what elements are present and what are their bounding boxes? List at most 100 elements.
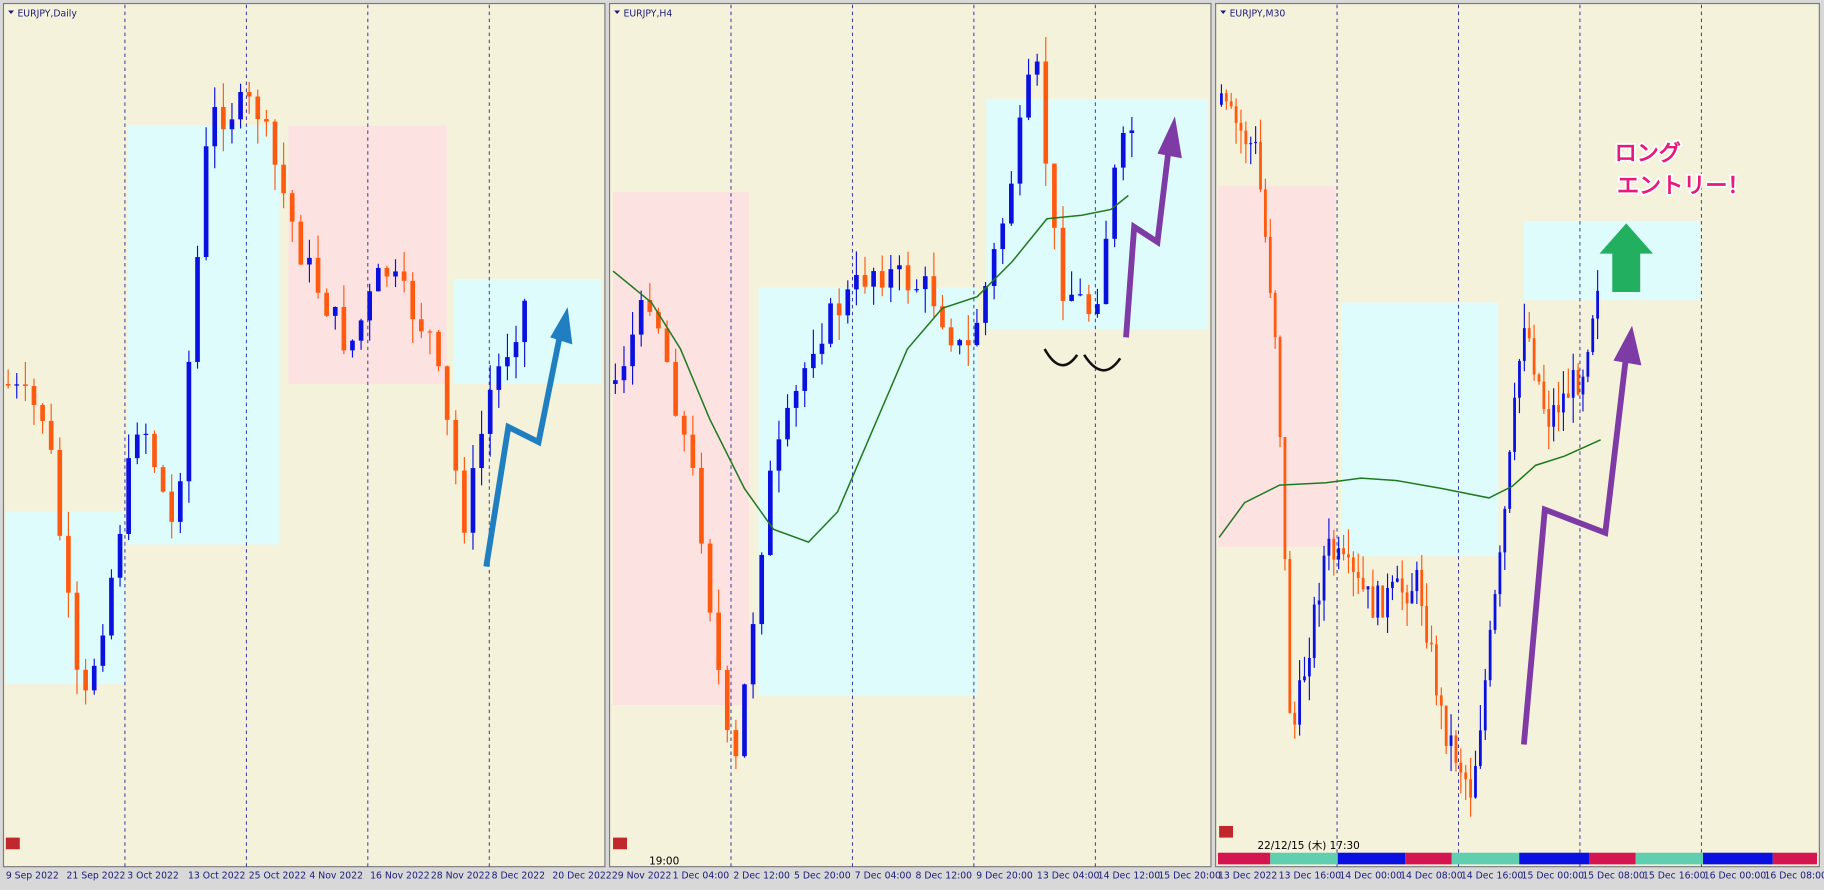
x-tick-label: 4 Nov 2022: [309, 870, 363, 881]
candle-body: [1459, 762, 1463, 773]
candle-body: [1342, 548, 1345, 555]
candle-body: [436, 331, 441, 367]
x-tick-label: 14 Dec 08:00: [1400, 870, 1463, 881]
x-tick-label: 1 Dec 04:00: [673, 870, 730, 881]
candle-body: [117, 533, 123, 578]
candle-body: [1596, 290, 1600, 319]
candle-body: [1254, 141, 1258, 144]
x-tick-label: 20 Dec 2022: [552, 870, 611, 881]
candle-body: [195, 257, 200, 362]
candle-body: [1508, 451, 1512, 509]
candle-body: [264, 119, 269, 122]
candle-body: [505, 357, 510, 367]
candle-body: [1249, 143, 1253, 145]
candle-body: [160, 467, 166, 492]
candle-body: [203, 146, 209, 258]
candle-body: [126, 458, 131, 534]
candle-body: [664, 328, 670, 362]
candle-body: [1307, 657, 1311, 677]
candle-body: [1454, 735, 1458, 763]
x-tick-label: 13 Dec 04:00: [1037, 870, 1100, 881]
candle-body: [707, 543, 713, 613]
x-tick-label: 13 Oct 2022: [188, 870, 245, 881]
candle-body: [186, 361, 192, 482]
candle-body: [1009, 183, 1014, 224]
candle-body: [1026, 74, 1031, 118]
x-tick-label: 13 Dec 16:00: [1279, 870, 1342, 881]
candle-body: [750, 624, 756, 685]
x-tick-label: 7 Dec 04:00: [855, 870, 912, 881]
candle-body: [1069, 294, 1074, 301]
candle-body: [1376, 585, 1380, 618]
candle-body: [367, 291, 373, 321]
candle-body: [1581, 376, 1585, 395]
candle-body: [1469, 779, 1472, 798]
button[interactable]: [613, 837, 627, 850]
x-tick-label: 14 Dec 00:00: [1339, 870, 1402, 881]
candle-body: [836, 303, 842, 316]
candle-body: [1239, 122, 1243, 131]
candle-body: [444, 366, 450, 420]
candle-body: [91, 665, 97, 691]
candle-body: [1591, 318, 1595, 353]
candle-body: [1478, 730, 1482, 766]
candle-body: [1430, 642, 1433, 645]
candle-body: [699, 467, 704, 544]
candle-body: [1483, 680, 1487, 731]
candle-body: [238, 91, 243, 120]
candle-body: [759, 555, 765, 625]
candle-body: [957, 340, 963, 346]
candle-body: [169, 491, 175, 522]
candle-body: [1017, 117, 1023, 184]
candle-body: [462, 470, 467, 533]
button[interactable]: [1219, 825, 1234, 838]
candle-body: [134, 434, 140, 459]
candle-body: [5, 383, 11, 386]
candle-body: [109, 577, 114, 636]
candle-body: [1351, 557, 1355, 573]
candle-body: [66, 535, 71, 593]
candle-body: [1327, 538, 1331, 556]
candle-body: [496, 366, 502, 390]
candle-body: [613, 380, 618, 384]
candle-body: [1562, 393, 1565, 413]
candle-body: [1425, 606, 1429, 643]
candle-body: [1532, 338, 1536, 375]
candle-body: [1052, 163, 1057, 228]
x-tick-label: 15 Dec 08:00: [1582, 870, 1645, 881]
candle-body: [1278, 337, 1282, 438]
candle-body: [656, 311, 661, 329]
candle-body: [1317, 600, 1321, 605]
x-tick-label: 9 Sep 2022: [6, 870, 59, 881]
candle-body: [905, 265, 911, 291]
candle-body: [1120, 132, 1126, 168]
x-tick-label: 14 Dec 16:00: [1461, 870, 1524, 881]
candle-body: [1322, 555, 1326, 601]
candle-body: [793, 390, 799, 408]
candle-body: [621, 366, 627, 381]
panel-title: EURJPY,H4: [624, 8, 673, 19]
time-label: 22/12/15 (木) 17:30: [1257, 840, 1359, 852]
labels: EURJPY,Daily 9 Sep 2022 21 Sep 2022 3 Oct 2…: [6, 8, 1824, 881]
candle-body: [1498, 552, 1502, 595]
candle-body: [914, 289, 919, 291]
button[interactable]: [5, 837, 20, 850]
panel-title: EURJPY,M30: [1230, 8, 1286, 19]
candle-body: [307, 257, 312, 265]
candle-body: [776, 439, 782, 471]
candle-body: [1060, 227, 1066, 301]
candle-body: [1420, 569, 1424, 607]
candle-body: [1303, 676, 1306, 681]
candle-body: [828, 303, 833, 344]
candle-body: [1043, 61, 1049, 164]
candle-body: [1542, 381, 1546, 409]
candle-body: [1493, 594, 1497, 630]
candle-body: [1293, 712, 1297, 725]
candle-body: [470, 468, 476, 533]
candle-body: [1298, 680, 1301, 725]
panel-title: EURJPY,Daily: [17, 8, 77, 19]
candle-body: [1273, 292, 1277, 338]
candle-body: [638, 300, 644, 335]
candle-body: [272, 121, 278, 165]
candle-body: [479, 433, 484, 469]
